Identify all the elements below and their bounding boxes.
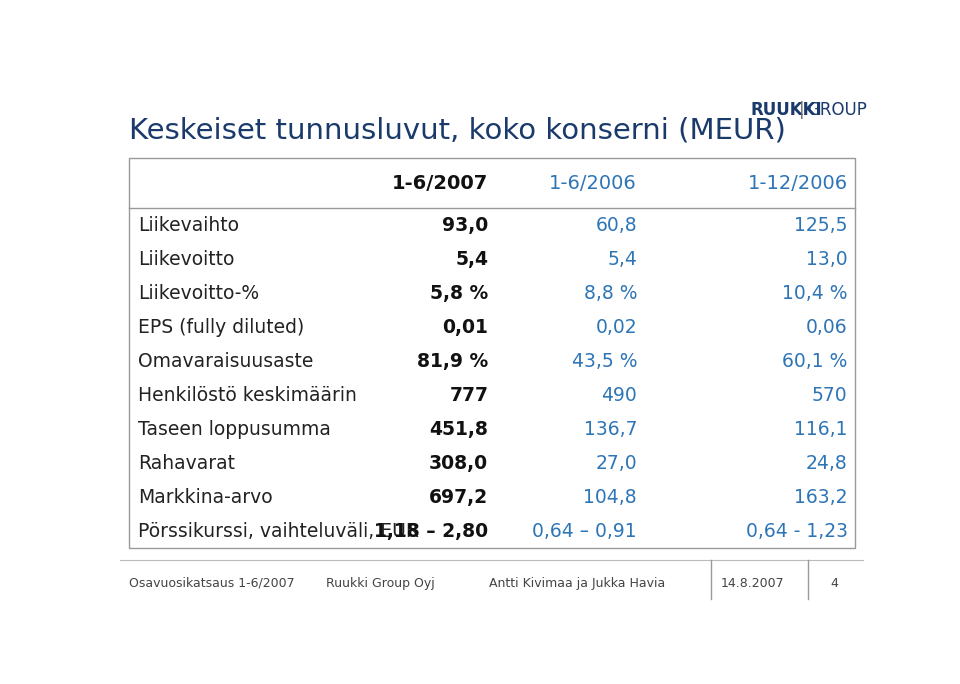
Bar [129,159,855,548]
Text: 43,5 %: 43,5 % [571,352,637,371]
Text: Omavaraisuusaste: Omavaraisuusaste [138,352,313,371]
Text: 163,2: 163,2 [794,488,848,507]
Text: 27,0: 27,0 [595,453,637,473]
Text: 0,64 - 1,23: 0,64 - 1,23 [746,522,848,541]
Text: Henkilöstö keskimäärin: Henkilöstö keskimäärin [138,386,357,405]
Text: 5,4: 5,4 [455,250,489,269]
Text: 451,8: 451,8 [429,420,489,439]
Text: EPS (fully diluted): EPS (fully diluted) [138,318,304,337]
Text: 697,2: 697,2 [429,488,489,507]
Text: |: | [800,101,804,118]
Text: 1-6/2007: 1-6/2007 [392,174,489,193]
Text: 0,64 – 0,91: 0,64 – 0,91 [533,522,637,541]
Text: 490: 490 [601,386,637,405]
Text: 104,8: 104,8 [584,488,637,507]
Text: 1-6/2006: 1-6/2006 [549,174,637,193]
Text: 125,5: 125,5 [794,216,848,235]
Text: 0,01: 0,01 [443,318,489,337]
Text: Rahavarat: Rahavarat [138,453,235,473]
Text: 8,8 %: 8,8 % [584,284,637,303]
Text: 13,0: 13,0 [806,250,848,269]
Text: Liikevoitto-%: Liikevoitto-% [138,284,259,303]
Text: Taseen loppusumma: Taseen loppusumma [138,420,331,439]
Text: Osavuosikatsaus 1-6/2007: Osavuosikatsaus 1-6/2007 [129,577,295,590]
Text: 81,9 %: 81,9 % [417,352,489,371]
Text: Liikevaihto: Liikevaihto [138,216,239,235]
Text: Antti Kivimaa ja Jukka Havia: Antti Kivimaa ja Jukka Havia [490,577,665,590]
Text: 570: 570 [812,386,848,405]
Text: 24,8: 24,8 [805,453,848,473]
Text: 0,06: 0,06 [806,318,848,337]
Text: Markkina-arvo: Markkina-arvo [138,488,273,507]
Text: 0,02: 0,02 [595,318,637,337]
Text: Ruukki Group Oyj: Ruukki Group Oyj [326,577,435,590]
Text: Pörssikurssi, vaihteluväli, EUR: Pörssikurssi, vaihteluväli, EUR [138,522,419,541]
Text: 60,8: 60,8 [595,216,637,235]
Text: 5,4: 5,4 [608,250,637,269]
Text: 10,4 %: 10,4 % [782,284,848,303]
Text: 308,0: 308,0 [429,453,489,473]
Text: RUUKKI: RUUKKI [750,101,822,118]
Text: 5,8 %: 5,8 % [430,284,489,303]
Text: 93,0: 93,0 [442,216,489,235]
Text: GROUP: GROUP [807,101,867,118]
Text: Keskeiset tunnusluvut, koko konserni (MEUR): Keskeiset tunnusluvut, koko konserni (ME… [129,116,786,144]
Text: 1,18 – 2,80: 1,18 – 2,80 [374,522,489,541]
Text: 1-12/2006: 1-12/2006 [748,174,848,193]
Text: 116,1: 116,1 [794,420,848,439]
Text: 777: 777 [449,386,489,405]
Text: 4: 4 [830,577,838,590]
Text: 14.8.2007: 14.8.2007 [721,577,784,590]
Text: 60,1 %: 60,1 % [782,352,848,371]
Text: 136,7: 136,7 [584,420,637,439]
Text: Liikevoitto: Liikevoitto [138,250,234,269]
